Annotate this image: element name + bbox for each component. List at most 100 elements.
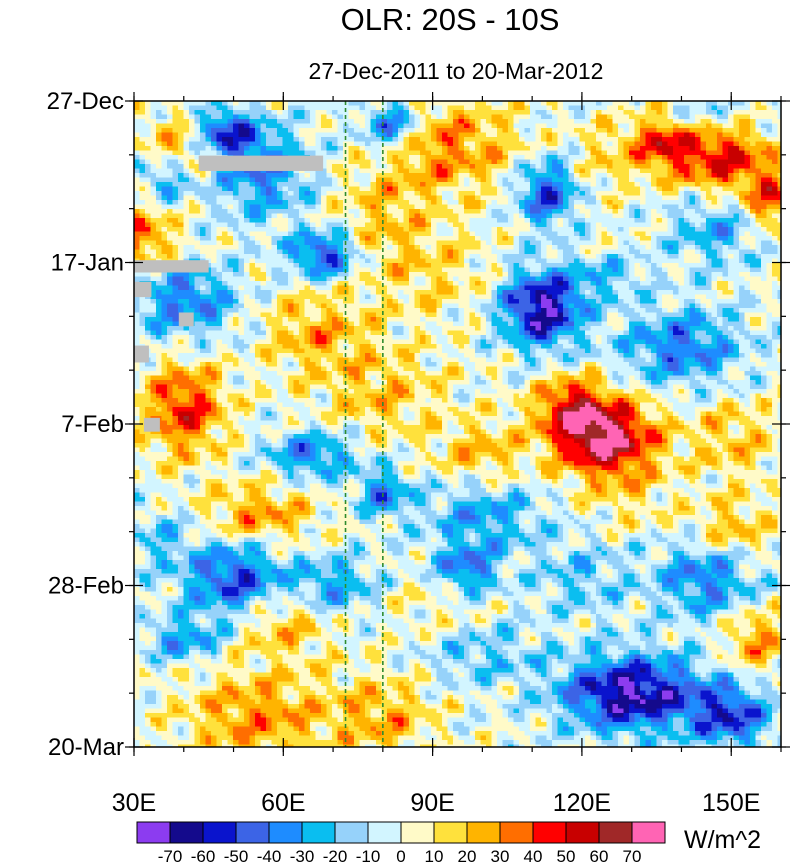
heatmap-cell (657, 119, 663, 124)
heatmap-cell (635, 268, 641, 273)
heatmap-cell (371, 196, 377, 201)
heatmap-cell (679, 106, 685, 111)
heatmap-cell (200, 191, 206, 196)
heatmap-cell (420, 196, 426, 201)
heatmap-cell (195, 128, 201, 133)
heatmap-cell (536, 137, 542, 142)
heatmap-cell (492, 245, 498, 250)
heatmap-cell (739, 250, 745, 255)
heatmap-cell (640, 268, 646, 273)
heatmap-cell (530, 218, 536, 223)
heatmap-cell (750, 286, 756, 291)
heatmap-cell (607, 263, 613, 268)
heatmap-cell (629, 101, 635, 106)
heatmap-cell (591, 155, 597, 160)
heatmap-cell (409, 263, 415, 268)
heatmap-cell (580, 263, 586, 268)
heatmap-cell (431, 214, 437, 219)
heatmap-cell (750, 250, 756, 255)
heatmap-cell (365, 223, 371, 228)
heatmap-cell (327, 290, 333, 295)
heatmap-cell (613, 218, 619, 223)
heatmap-cell (470, 173, 476, 178)
heatmap-cell (651, 218, 657, 223)
heatmap-cell (162, 101, 168, 106)
heatmap-cell (354, 223, 360, 228)
heatmap-cell (536, 133, 542, 138)
heatmap-cell (717, 272, 723, 277)
heatmap-cell (745, 209, 751, 214)
heatmap-cell (662, 196, 668, 201)
heatmap-cell (431, 146, 437, 151)
heatmap-cell (211, 178, 217, 183)
heatmap-cell (266, 173, 272, 178)
heatmap-cell (475, 200, 481, 205)
heatmap-cell (365, 119, 371, 124)
heatmap-cell (464, 178, 470, 183)
heatmap-cell (327, 259, 333, 264)
heatmap-cell (354, 196, 360, 201)
heatmap-cell (695, 187, 701, 192)
heatmap-cell (151, 160, 157, 165)
heatmap-cell (266, 232, 272, 237)
heatmap-cell (580, 268, 586, 273)
heatmap-cell (673, 196, 679, 201)
heatmap-cell (580, 160, 586, 165)
heatmap-cell (646, 196, 652, 201)
heatmap-cell (228, 182, 234, 187)
heatmap-cell (602, 169, 608, 174)
heatmap-cell (195, 133, 201, 138)
heatmap-cell (629, 187, 635, 192)
heatmap-cell (360, 232, 366, 237)
heatmap-cell (365, 272, 371, 277)
heatmap-cell (151, 106, 157, 111)
heatmap-cell (712, 259, 718, 264)
heatmap-cell (602, 155, 608, 160)
heatmap-cell (305, 268, 311, 273)
heatmap-cell (481, 277, 487, 282)
heatmap-cell (530, 286, 536, 291)
heatmap-cell (244, 223, 250, 228)
heatmap-cell (772, 236, 778, 241)
heatmap-cell (426, 119, 432, 124)
heatmap-cell (585, 182, 591, 187)
heatmap-cell (371, 259, 377, 264)
heatmap-cell (596, 241, 602, 246)
heatmap-cell (283, 119, 289, 124)
heatmap-cell (662, 151, 668, 156)
heatmap-cell (541, 146, 547, 151)
heatmap-cell (574, 286, 580, 291)
heatmap-cell (426, 263, 432, 268)
heatmap-cell (607, 241, 613, 246)
heatmap-cell (272, 218, 278, 223)
heatmap-cell (448, 272, 454, 277)
heatmap-cell (657, 178, 663, 183)
heatmap-cell (393, 115, 399, 120)
heatmap-cell (222, 133, 228, 138)
heatmap-cell (717, 146, 723, 151)
heatmap-cell (525, 218, 531, 223)
heatmap-cell (217, 196, 223, 201)
heatmap-cell (657, 268, 663, 273)
heatmap-cell (569, 187, 575, 192)
heatmap-cell (591, 164, 597, 169)
heatmap-cell (475, 263, 481, 268)
heatmap-cell (222, 286, 228, 291)
heatmap-cell (310, 133, 316, 138)
heatmap-cell (503, 142, 509, 147)
heatmap-cell (607, 173, 613, 178)
heatmap-cell (156, 250, 162, 255)
heatmap-cell (497, 169, 503, 174)
heatmap-cell (310, 209, 316, 214)
heatmap-cell (475, 259, 481, 264)
heatmap-cell (635, 286, 641, 291)
heatmap-cell (305, 259, 311, 264)
heatmap-cell (684, 286, 690, 291)
heatmap-cell (195, 286, 201, 291)
heatmap-cell (244, 218, 250, 223)
heatmap-cell (761, 164, 767, 169)
heatmap-cell (503, 133, 509, 138)
heatmap-cell (536, 196, 542, 201)
heatmap-cell (475, 133, 481, 138)
heatmap-cell (486, 250, 492, 255)
